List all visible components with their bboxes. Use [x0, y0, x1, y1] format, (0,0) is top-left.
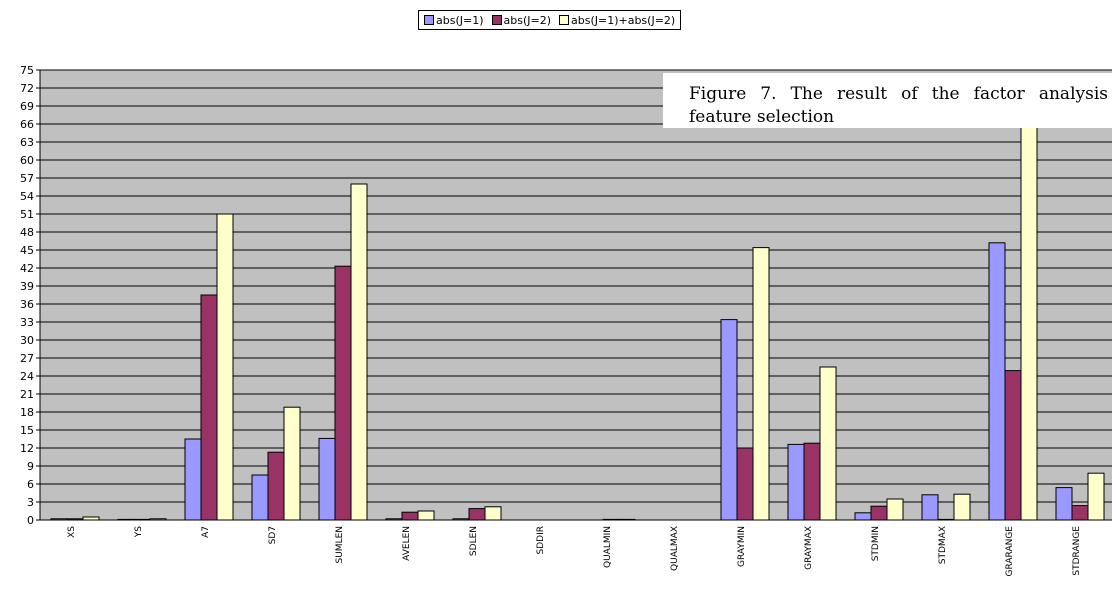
legend-label: abs(J=2) — [503, 13, 552, 27]
bar-sdlen-series-1 — [452, 518, 470, 521]
bar-avelen-series-3 — [417, 510, 435, 521]
y-tick-label: 72 — [20, 82, 34, 95]
bar-ys-series-1 — [117, 518, 135, 521]
legend-item: abs(J=2) — [491, 13, 552, 27]
bar-stdmin-series-2 — [870, 505, 888, 521]
bar-stdmax-series-1 — [921, 494, 939, 521]
y-tick-label: 42 — [20, 262, 34, 275]
legend-label: abs(J=1) — [436, 13, 484, 27]
legend-swatch — [424, 15, 434, 25]
bar-xs-series-3 — [82, 516, 100, 521]
x-tick-label: STDRANGE — [1072, 526, 1082, 576]
y-tick-label: 48 — [20, 226, 34, 239]
x-tick-label: SUMLEN — [335, 526, 345, 564]
bar-sumlen-series-1 — [318, 437, 336, 521]
bar-avelen-series-1 — [385, 518, 403, 521]
bar-qualmin-series-2 — [602, 518, 620, 521]
bar-xs-series-1 — [50, 518, 68, 521]
bar-stdmin-series-3 — [886, 498, 904, 521]
bar-sd7-series-1 — [251, 474, 269, 521]
bar-sdlen-series-3 — [484, 506, 502, 521]
legend-item: abs(J=1) — [424, 14, 484, 27]
bar-sd7-series-2 — [267, 451, 285, 521]
y-tick-label: 45 — [20, 244, 34, 257]
bar-a7-series-1 — [184, 438, 202, 521]
bar-a7-series-2 — [200, 294, 218, 521]
x-tick-label: QUALMIN — [603, 526, 613, 568]
bar-sumlen-series-3 — [350, 183, 368, 521]
x-tick-label: A7 — [201, 526, 211, 538]
y-tick-label: 60 — [20, 154, 34, 167]
y-tick-label: 3 — [27, 496, 34, 509]
y-tick-label: 39 — [20, 280, 34, 293]
chart-legend: abs(J=1) abs(J=2) abs(J=1)+abs(J=2) — [418, 10, 682, 30]
bar-sd7-series-3 — [283, 406, 301, 521]
legend-swatch — [491, 15, 502, 25]
bar-stdmin-series-1 — [854, 512, 872, 521]
x-tick-label: AVELEN — [402, 526, 412, 561]
x-tick-label: STDMIN — [871, 526, 881, 561]
x-tick-label: SDLEN — [469, 526, 479, 556]
x-tick-label: GRARANGE — [1005, 526, 1015, 577]
bar-ys-series-3 — [149, 518, 167, 521]
x-tick-label: GRAYMIN — [737, 526, 747, 567]
y-tick-label: 36 — [20, 298, 34, 311]
bar-graymin-series-2 — [736, 447, 754, 521]
bar-sumlen-series-2 — [334, 265, 352, 521]
bar-stdmax-series-2 — [937, 518, 955, 521]
y-tick-label: 18 — [20, 406, 34, 419]
x-tick-label: XS — [67, 526, 77, 538]
bar-stdrange-series-2 — [1071, 505, 1089, 521]
y-tick-label: 6 — [27, 478, 34, 491]
bar-grarange-series-3 — [1020, 93, 1038, 521]
bar-stdrange-series-1 — [1055, 487, 1073, 521]
bar-graymax-series-3 — [819, 366, 837, 521]
bar-grarange-series-2 — [1004, 370, 1022, 521]
y-tick-label: 30 — [20, 334, 34, 347]
bar-stdrange-series-3 — [1087, 472, 1105, 521]
bar-graymax-series-1 — [787, 443, 805, 521]
legend-label: abs(J=1)+abs(J=2) — [571, 13, 676, 27]
y-tick-label: 15 — [20, 424, 34, 437]
y-tick-label: 66 — [20, 118, 34, 131]
bar-a7-series-3 — [216, 213, 234, 521]
bar-xs-series-2 — [66, 518, 84, 521]
bar-avelen-series-2 — [401, 511, 419, 521]
x-tick-label: STDMAX — [938, 526, 948, 564]
bar-graymin-series-3 — [752, 247, 770, 521]
bar-ys-series-2 — [133, 518, 151, 521]
y-tick-label: 69 — [20, 100, 34, 113]
legend-swatch — [559, 15, 569, 25]
bar-sdlen-series-2 — [468, 508, 486, 521]
y-tick-label: 63 — [20, 136, 34, 149]
x-tick-label: QUALMAX — [670, 526, 680, 571]
bar-grarange-series-1 — [988, 242, 1006, 521]
bar-graymin-series-1 — [720, 319, 738, 521]
y-tick-label: 27 — [20, 352, 34, 365]
x-tick-label: SD7 — [268, 526, 278, 544]
x-tick-label: SDDIR — [536, 526, 546, 554]
y-tick-label: 0 — [27, 514, 34, 527]
y-tick-label: 33 — [20, 316, 34, 329]
y-tick-label: 24 — [20, 370, 34, 383]
bar-qualmin-series-3 — [618, 518, 636, 521]
x-tick-label: GRAYMAX — [804, 526, 814, 570]
y-tick-label: 75 — [20, 64, 34, 77]
y-tick-label: 21 — [20, 388, 34, 401]
y-tick-label: 51 — [20, 208, 34, 221]
y-tick-label: 9 — [27, 460, 34, 473]
figure-caption: Figure 7. The result of the factor analy… — [663, 73, 1112, 128]
bar-graymax-series-2 — [803, 442, 821, 521]
y-tick-label: 54 — [20, 190, 34, 203]
legend-item: abs(J=1)+abs(J=2) — [559, 14, 675, 27]
y-tick-label: 12 — [20, 442, 34, 455]
bar-stdmax-series-3 — [953, 493, 971, 521]
x-tick-label: YS — [134, 526, 144, 538]
y-tick-label: 57 — [20, 172, 34, 185]
